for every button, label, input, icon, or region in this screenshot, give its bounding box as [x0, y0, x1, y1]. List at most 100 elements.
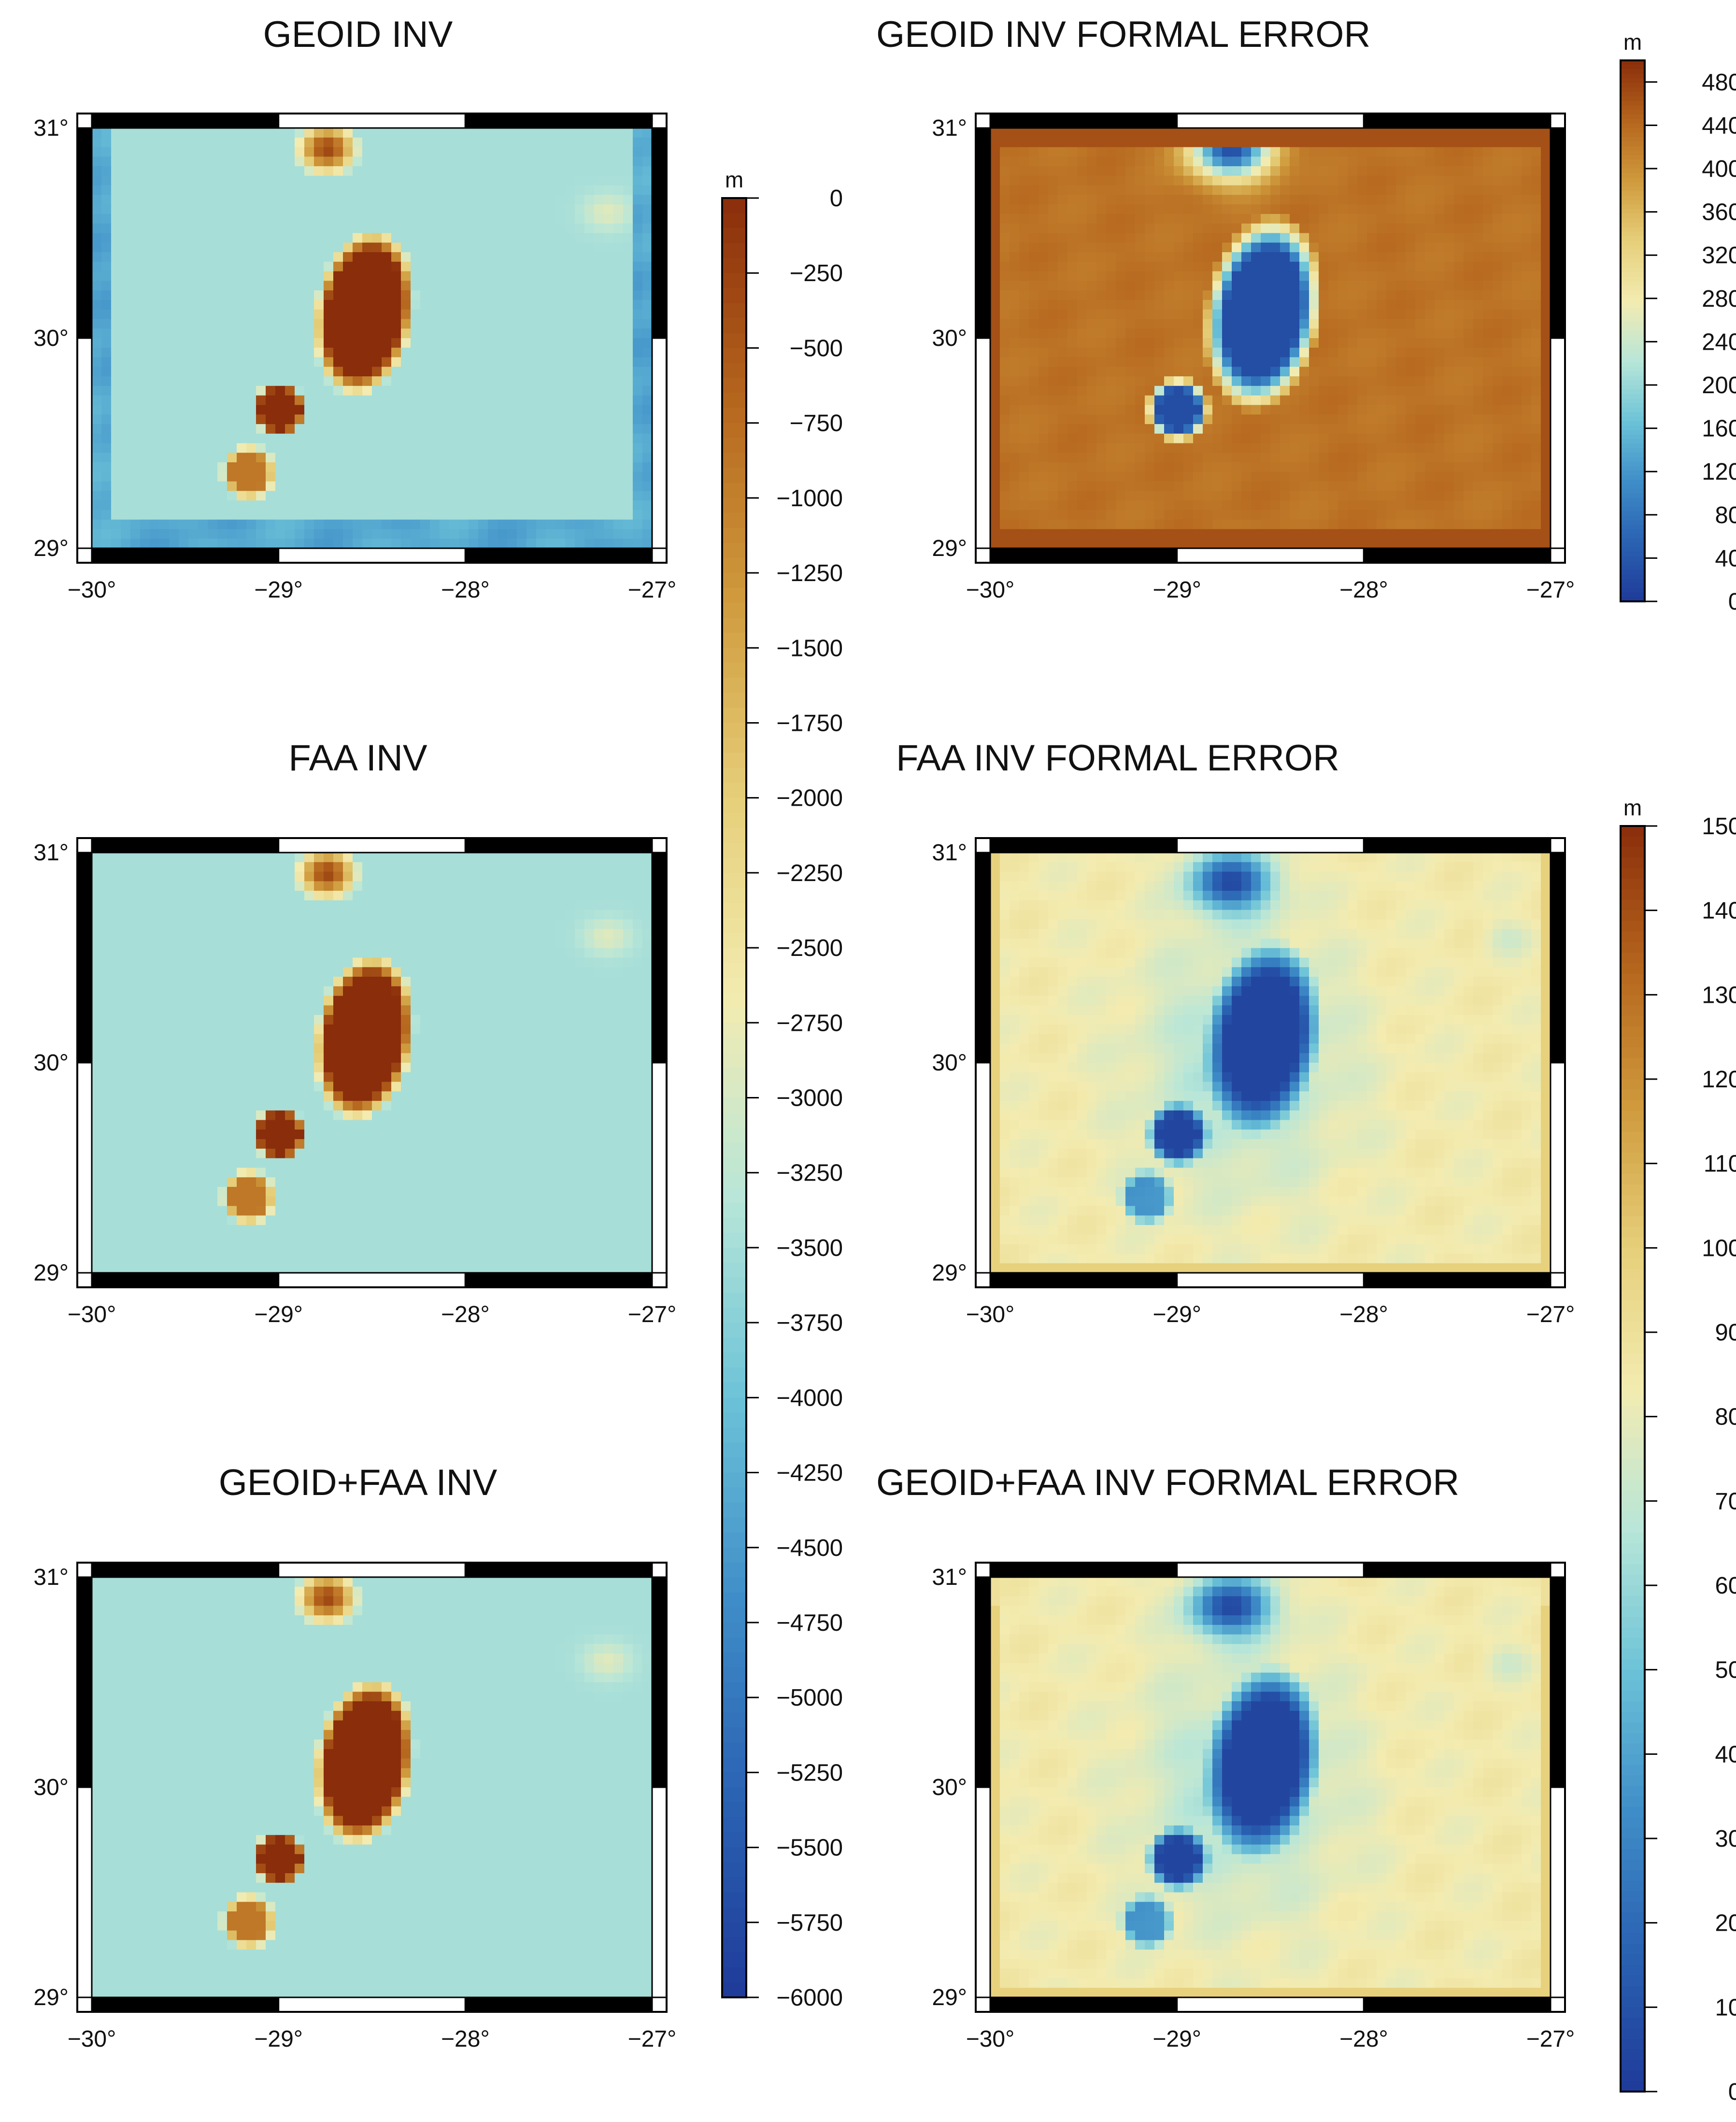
heatmap-cell: [594, 214, 604, 224]
heatmap-cell: [488, 357, 498, 368]
heatmap-cell: [1048, 510, 1058, 520]
heatmap-cell: [1000, 357, 1010, 368]
heatmap-cell: [159, 395, 170, 406]
heatmap-cell: [1241, 453, 1252, 463]
heatmap-cell: [1493, 357, 1503, 368]
heatmap-cell: [275, 433, 285, 444]
heatmap-cell: [1386, 462, 1396, 472]
heatmap-cell: [411, 175, 421, 186]
heatmap-cell: [1154, 328, 1165, 339]
heatmap-cell: [1502, 405, 1512, 415]
heatmap-cell: [362, 462, 372, 472]
heatmap-cell: [584, 338, 595, 348]
heatmap-cell: [1464, 223, 1474, 234]
heatmap-cell: [1299, 195, 1309, 205]
heatmap-cell: [526, 433, 537, 444]
heatmap-cell: [1077, 481, 1087, 492]
heatmap-cell: [1058, 195, 1068, 205]
heatmap-cell: [353, 491, 363, 501]
heatmap-cell: [304, 385, 314, 396]
heatmap-cell: [1396, 338, 1406, 348]
heatmap-cell: [285, 137, 295, 148]
heatmap-cell: [1493, 137, 1503, 148]
heatmap-cell: [565, 328, 575, 339]
heatmap-cell: [1116, 510, 1126, 520]
heatmap-cell: [1106, 357, 1116, 368]
heatmap-cell: [217, 214, 228, 224]
heatmap-cell: [121, 424, 131, 434]
heatmap-cell: [179, 338, 189, 348]
heatmap-cell: [246, 500, 256, 511]
heatmap-cell: [295, 385, 305, 396]
heatmap-cell: [101, 367, 112, 377]
heatmap-cell: [1473, 443, 1483, 454]
heatmap-cell: [1299, 137, 1309, 148]
heatmap-cell: [1125, 195, 1136, 205]
heatmap-cell: [1406, 462, 1416, 472]
heatmap-cell: [1502, 214, 1512, 224]
heatmap-cell: [1464, 462, 1474, 472]
heatmap-cell: [1348, 433, 1358, 444]
heatmap-cell: [150, 299, 160, 310]
heatmap-cell: [1425, 281, 1435, 291]
heatmap-cell: [1154, 281, 1165, 291]
heatmap-cell: [1048, 233, 1058, 243]
heatmap-cell: [92, 214, 102, 224]
heatmap-cell: [1212, 462, 1223, 472]
heatmap-cell: [1309, 137, 1319, 148]
heatmap-cell: [440, 357, 450, 368]
heatmap-cell: [1415, 376, 1425, 386]
heatmap-cell: [130, 137, 141, 148]
heatmap-cell: [169, 233, 179, 243]
heatmap-cell: [256, 290, 266, 300]
heatmap-cell: [459, 347, 469, 358]
heatmap-cell: [198, 242, 208, 253]
heatmap-cell: [594, 471, 604, 482]
heatmap-cell: [555, 491, 566, 501]
heatmap-cell: [1183, 147, 1194, 157]
heatmap-cell: [1067, 271, 1078, 282]
heatmap-cell: [285, 539, 295, 549]
heatmap-cell: [1348, 443, 1358, 454]
heatmap-cell: [121, 338, 131, 348]
heatmap-cell: [1251, 299, 1261, 310]
heatmap-cell: [333, 242, 343, 253]
heatmap-cell: [536, 214, 546, 224]
heatmap-cell: [401, 252, 411, 262]
heatmap-cell: [1309, 204, 1319, 214]
heatmap-cell: [343, 376, 353, 386]
heatmap-cell: [1444, 175, 1454, 186]
heatmap-cell: [469, 147, 479, 157]
heatmap-cell: [237, 385, 247, 396]
heatmap-cell: [275, 481, 285, 492]
y-tick-label: 30°: [33, 326, 69, 351]
heatmap-cell: [575, 252, 585, 262]
heatmap-cell: [1464, 433, 1474, 444]
heatmap-cell: [498, 242, 508, 253]
heatmap-cell: [372, 367, 382, 377]
heatmap-cell: [411, 128, 421, 138]
heatmap-cell: [169, 519, 179, 530]
heatmap-cell: [1522, 347, 1532, 358]
heatmap-cell: [1309, 261, 1319, 272]
heatmap-cell: [642, 376, 653, 386]
heatmap-cell: [1522, 405, 1532, 415]
heatmap-cell: [121, 462, 131, 472]
heatmap-cell: [1357, 290, 1367, 300]
heatmap-cell: [1328, 233, 1338, 243]
heatmap-cell: [188, 510, 199, 520]
heatmap-cell: [1154, 414, 1165, 425]
heatmap-cell: [1000, 309, 1010, 320]
heatmap-cell: [121, 395, 131, 406]
heatmap-cell: [217, 367, 228, 377]
heatmap-cell: [1039, 424, 1049, 434]
heatmap-cell: [159, 433, 170, 444]
heatmap-cell: [1444, 405, 1454, 415]
heatmap-cell: [237, 405, 247, 415]
heatmap-cell: [565, 166, 575, 176]
heatmap-cell: [1483, 319, 1493, 329]
heatmap-cell: [604, 395, 614, 406]
heatmap-cell: [517, 424, 527, 434]
heatmap-cell: [1183, 519, 1194, 530]
heatmap-cell: [1299, 414, 1309, 425]
